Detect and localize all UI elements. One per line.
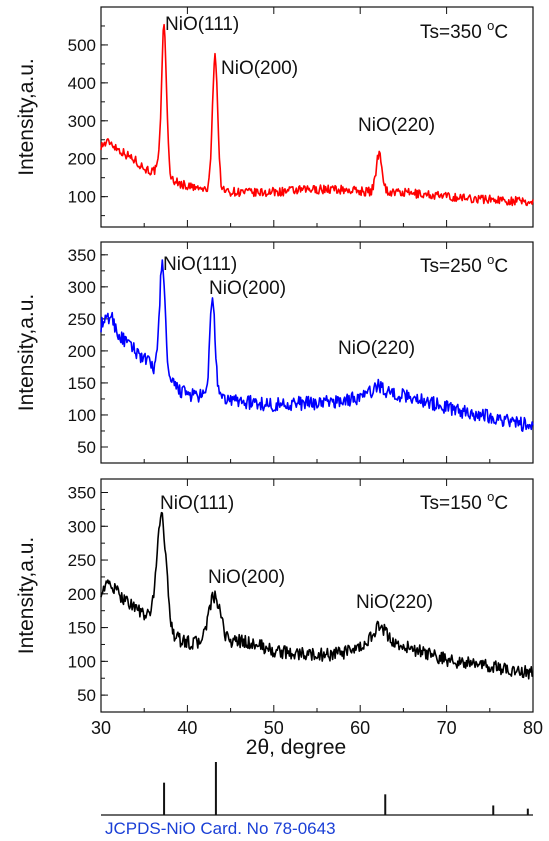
peak-label: NiO(200): [209, 278, 286, 299]
y-tick-label: 250: [68, 310, 96, 329]
y-tick-label: 100: [68, 406, 96, 425]
y-tick-label: 50: [77, 438, 96, 457]
peak-label: NiO(200): [221, 58, 298, 79]
peak-label: NiO(220): [358, 115, 435, 136]
temperature-label: Ts=150 oC: [420, 489, 508, 514]
peak-label: NiO(220): [356, 592, 433, 613]
temperature-label: Ts=350 oC: [420, 18, 508, 43]
y-tick-label: 500: [68, 36, 96, 55]
reference-card-label: JCPDS-NiO Card. No 78-0643: [105, 819, 336, 838]
y-tick-label: 350: [68, 246, 96, 265]
x-tick-label: 30: [91, 718, 111, 738]
peak-label: NiO(111): [165, 14, 239, 35]
y-axis-label: Intensity,a.u.: [15, 537, 38, 655]
y-tick-label: 400: [68, 74, 96, 93]
y-tick-label: 300: [68, 112, 96, 131]
x-axis-label: 2θ, degree: [246, 736, 346, 759]
y-tick-label: 150: [68, 374, 96, 393]
peak-label: NiO(111): [160, 493, 234, 514]
panel-ts250: 50 100 150 200 250 300 350 Intensity,a.u. NiO(11…: [15, 241, 534, 464]
y-axis-label: Intensity,a.u.: [15, 58, 38, 176]
y-tick-label: 50: [77, 686, 96, 705]
panel-ts150: 50 100 150 200 250 300 350 30 40 50 60 70 80 Intensit…: [15, 478, 543, 738]
reference-card-plot: [101, 762, 533, 816]
y-tick-label: 200: [68, 150, 96, 169]
spectrum-line-ts350: [100, 23, 534, 207]
y-tick-label: 200: [68, 585, 96, 604]
x-tick-label: 60: [350, 718, 370, 738]
x-tick-label: 80: [523, 718, 543, 738]
y-tick-label: 100: [68, 652, 96, 671]
panel-ts350: 100 200 300 400 500 Intensity,a.u. NiO(111) NiO…: [15, 6, 534, 228]
y-tick-label: 200: [68, 342, 96, 361]
y-tick-label: 300: [68, 278, 96, 297]
x-tick-label: 50: [264, 718, 284, 738]
spectrum-line-ts250: [100, 259, 534, 432]
temperature-label: Ts=250 oC: [420, 252, 508, 277]
panels-group: 100 200 300 400 500 Intensity,a.u. NiO(111) NiO…: [15, 6, 543, 738]
y-axis-label: Intensity,a.u.: [15, 294, 38, 412]
y-tick-label: 300: [68, 517, 96, 536]
y-tick-label: 350: [68, 484, 96, 503]
spectrum-line-ts150: [100, 511, 534, 680]
x-tick-label: 70: [437, 718, 457, 738]
peak-label: NiO(220): [338, 338, 415, 359]
peak-label: NiO(200): [208, 567, 285, 588]
x-tick-label: 40: [177, 718, 197, 738]
y-tick-label: 150: [68, 619, 96, 638]
peak-label: NiO(111): [163, 254, 237, 275]
y-tick-label: 100: [68, 188, 96, 207]
y-tick-label: 250: [68, 551, 96, 570]
